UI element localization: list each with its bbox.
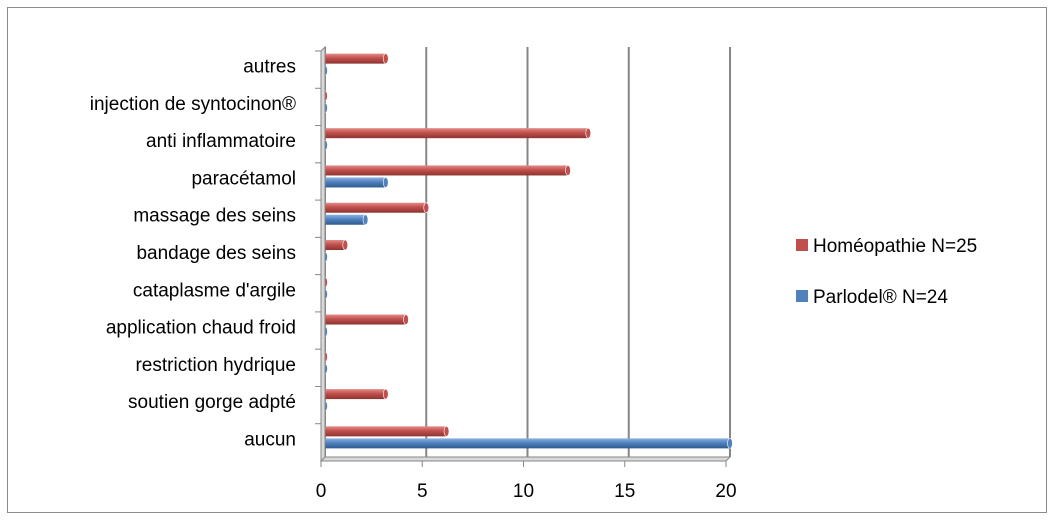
- category-label-massage-des-seins: massage des seins: [133, 206, 296, 227]
- bar-parlodel-n-24-massage-des-seins: [325, 214, 369, 226]
- bar-homeopathie-n-25-aucun: [325, 426, 450, 437]
- legend-item-homeopathie-n-25: Homéopathie N=25: [796, 236, 977, 257]
- category-label-aucun: aucun: [244, 429, 296, 450]
- bar-homeopathie-n-25-massage-des-seins: [325, 202, 430, 214]
- bar-parlodel-n-24-paracetamol: [325, 177, 389, 188]
- x-tick-label-0: 0: [316, 481, 327, 502]
- category-label-bandage-des-seins: bandage des seins: [136, 243, 296, 264]
- legend: Homéopathie N=25 Parlodel® N=24: [796, 236, 977, 308]
- bar-homeopathie-n-25-bandage-des-seins: [325, 239, 349, 251]
- bar-homeopathie-n-25-paracetamol: [325, 165, 571, 176]
- category-label-anti-inflammatoire: anti inflammatoire: [146, 131, 296, 152]
- bar-homeopathie-n-25-application-chaud-froid: [325, 314, 409, 325]
- axes: [315, 45, 732, 467]
- x-tick-label-5: 5: [417, 481, 428, 502]
- axis-labels: aucun soutien gorge adpté restriction hydr…: [90, 57, 737, 502]
- legend-swatch: [796, 290, 808, 302]
- category-label-application-chaud-froid: application chaud froid: [106, 318, 296, 339]
- category-label-paracetamol: paracétamol: [191, 168, 296, 189]
- category-label-soutien-gorge-adpte: soutien gorge adpté: [128, 392, 296, 413]
- bar-parlodel-n-24-aucun: [325, 438, 733, 449]
- category-label-restriction-hydrique: restriction hydrique: [135, 355, 296, 376]
- x-tick-label-20: 20: [715, 481, 736, 502]
- legend-label: Homéopathie N=25: [813, 236, 977, 257]
- legend-swatch: [796, 239, 808, 251]
- bar-homeopathie-n-25-soutien-gorge-adpte: [325, 388, 389, 400]
- bar-homeopathie-n-25-autres: [325, 53, 389, 64]
- bar-homeopathie-n-25-anti-inflammatoire: [325, 127, 592, 139]
- chart-floor: [319, 456, 732, 462]
- x-tick-label-15: 15: [614, 481, 635, 502]
- legend-label: Parlodel® N=24: [813, 287, 948, 308]
- category-label-cataplasme-d-argile: cataplasme d'argile: [133, 280, 296, 301]
- category-label-autres: autres: [243, 57, 296, 78]
- x-tick-label-10: 10: [513, 481, 534, 502]
- category-label-injection-de-syntocinon: injection de syntocinon®: [90, 94, 296, 115]
- chart-side-wall: [320, 45, 326, 463]
- legend-item-parlodel-n-24: Parlodel® N=24: [796, 287, 948, 308]
